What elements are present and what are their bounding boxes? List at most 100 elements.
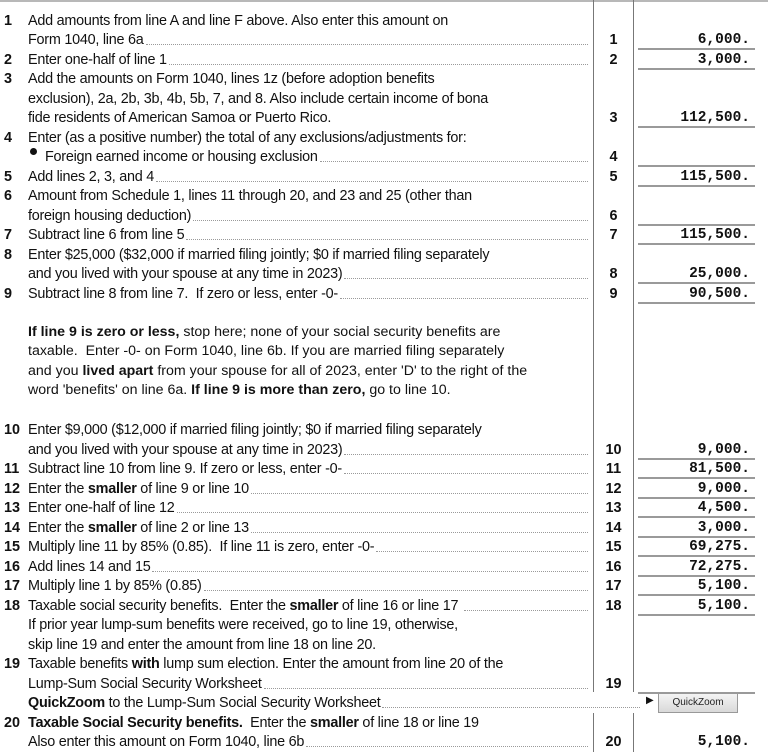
amount-field-12[interactable]: 9,000. <box>697 480 750 497</box>
amount-underline <box>638 282 755 284</box>
line-number: 3 <box>4 71 13 87</box>
line-box-number: 11 <box>605 461 622 477</box>
line-number: 15 <box>4 539 21 555</box>
worksheet-line-18: 18 Taxable social security benefits. Ente… <box>0 596 768 616</box>
worksheet-line-18: skip line 19 and enter the amount from l… <box>0 635 768 655</box>
text-segment: Enter one-half of line 1 <box>28 51 167 68</box>
line-number: 7 <box>4 227 13 243</box>
amount-field-11[interactable]: 81,500. <box>689 461 750 477</box>
dot-leader <box>344 265 588 279</box>
bold-text: If line 9 is more than zero, <box>191 382 366 398</box>
line-text: Add amounts from line A and line F above… <box>28 12 448 30</box>
bold-text: QuickZoom <box>28 695 105 711</box>
bullet-icon <box>30 148 37 155</box>
amount-field-13[interactable]: 4,500. <box>697 500 750 516</box>
line-number: 13 <box>4 500 21 516</box>
amount-field-1[interactable]: 6,000. <box>697 32 750 48</box>
bold-text: smaller <box>310 714 359 731</box>
worksheet-line-6: 6 Amount from Schedule 1, lines 11 throug… <box>0 186 768 206</box>
line-text: Add the amounts on Form 1040, lines 1z (… <box>28 70 435 88</box>
line-box-number: 1 <box>609 32 618 48</box>
text-segment: of line 18 or line 19 <box>358 714 479 731</box>
dot-leader <box>344 441 588 455</box>
instruction-note-line: and you lived apart from your spouse for… <box>28 362 527 382</box>
text-segment: Enter $9,000 ($12,000 if married filing … <box>28 422 482 438</box>
amount-underline <box>638 457 755 460</box>
text-segment: foreign housing deduction) <box>28 207 192 224</box>
text-segment: lump sum election. Enter the amount from… <box>159 656 504 672</box>
text-segment: Enter (as a positive number) the total o… <box>28 129 467 146</box>
text-segment: Subtract line 10 from line 9. If zero or… <box>28 461 342 477</box>
line-box-number: 4 <box>609 149 618 165</box>
text-segment: stop here; none of your social security … <box>179 323 501 340</box>
line-number: 6 <box>4 188 13 204</box>
line-number: 4 <box>4 129 13 146</box>
amount-field-10[interactable]: 9,000. <box>697 441 750 458</box>
text-segment: word 'benefits' on line 6a. <box>28 382 192 398</box>
line-text: foreign housing deduction) <box>28 207 588 225</box>
text-segment: Enter the <box>242 714 311 731</box>
text-segment: Enter the <box>28 519 88 536</box>
line-text: Multiply line 1 by 85% (0.85) <box>28 577 588 595</box>
text-segment: from your spouse for all of 2023, enter … <box>153 362 528 379</box>
worksheet-line-16: 16 Add lines 14 and 15 16 72,275. <box>0 557 768 577</box>
worksheet-line-3: exclusion), 2a, 2b, 3b, 4b, 5b, 7, and 8… <box>0 89 768 109</box>
text-segment: Enter one-half of line 12 <box>28 500 175 516</box>
text-segment: and you <box>28 362 83 379</box>
line-number: 14 <box>4 519 21 536</box>
amount-field-18[interactable]: 5,100. <box>697 597 750 614</box>
amount-field-2[interactable]: 3,000. <box>697 51 750 68</box>
worksheet-line-8: 8 Enter $25,000 ($32,000 if married filin… <box>0 245 768 265</box>
dot-leader <box>319 148 588 162</box>
amount-underline <box>638 165 755 167</box>
bold-text: smaller <box>289 597 339 614</box>
text-segment: and you lived with your spouse at any ti… <box>28 441 343 458</box>
amount-field-20[interactable]: 5,100. <box>697 734 750 750</box>
line-box-number: 10 <box>605 441 622 458</box>
line-text: Add lines 14 and 15 <box>28 558 588 576</box>
worksheet-line-9: 9 Subtract line 8 from line 7. If zero or… <box>0 284 768 304</box>
line-text: QuickZoom to the Lump-Sum Social Securit… <box>28 694 640 712</box>
text-segment: Enter $25,000 ($32,000 if married filing… <box>28 246 490 263</box>
dot-leader <box>193 207 588 221</box>
quickzoom-button[interactable]: QuickZoom <box>658 693 738 713</box>
amount-field-9[interactable]: 90,500. <box>689 285 750 302</box>
line-text: If prior year lump-sum benefits were rec… <box>28 616 458 634</box>
amount-field-3[interactable]: 112,500. <box>680 110 750 126</box>
worksheet-line-7: 7 Subtract line 6 from line 5 7 115,500. <box>0 225 768 245</box>
line-box-number: 20 <box>605 734 622 750</box>
amount-field-5[interactable]: 115,500. <box>680 168 750 185</box>
text-segment: Taxable social security benefits. Enter … <box>28 597 290 614</box>
line-number: 8 <box>4 246 13 263</box>
amount-field-16[interactable]: 72,275. <box>689 558 750 575</box>
line-number: 16 <box>4 558 21 575</box>
line-text: Subtract line 8 from line 7. If zero or … <box>28 285 588 303</box>
dot-leader <box>339 285 588 299</box>
amount-underline <box>638 496 755 499</box>
text-segment: go to line 10. <box>365 382 451 398</box>
line-box-number: 8 <box>609 266 618 282</box>
text-segment: and you lived with your spouse at any ti… <box>28 266 343 282</box>
text-segment: Add lines 2, 3, and 4 <box>28 168 154 185</box>
amount-field-8[interactable]: 25,000. <box>689 266 750 282</box>
amount-field-17[interactable]: 5,100. <box>697 578 750 594</box>
line-text: Taxable social security benefits. Enter … <box>28 597 588 615</box>
line-text: Subtract line 6 from line 5 <box>28 226 588 244</box>
amount-field-15[interactable]: 69,275. <box>689 539 750 555</box>
line-box-number: 3 <box>609 110 618 126</box>
amount-underline <box>638 555 755 557</box>
worksheet-line-19: 19 Taxable benefits with lump sum electio… <box>0 654 768 674</box>
text-segment: Lump-Sum Social Security Worksheet <box>28 675 262 692</box>
amount-underline <box>638 301 755 304</box>
line-number: 5 <box>4 168 13 185</box>
amount-field-7[interactable]: 115,500. <box>680 227 750 243</box>
line-number: 20 <box>4 714 21 731</box>
worksheet-line-14: 14 Enter the smaller of line 2 or line 13… <box>0 518 768 538</box>
line-text: Enter the smaller of line 2 or line 13 <box>28 519 588 537</box>
amount-field-14[interactable]: 3,000. <box>697 519 750 536</box>
dot-leader <box>155 168 588 182</box>
dot-leader <box>250 519 588 533</box>
dot-leader <box>250 480 588 494</box>
line-number: 18 <box>4 597 21 614</box>
text-segment: Add amounts from line A and line F above… <box>28 12 449 29</box>
